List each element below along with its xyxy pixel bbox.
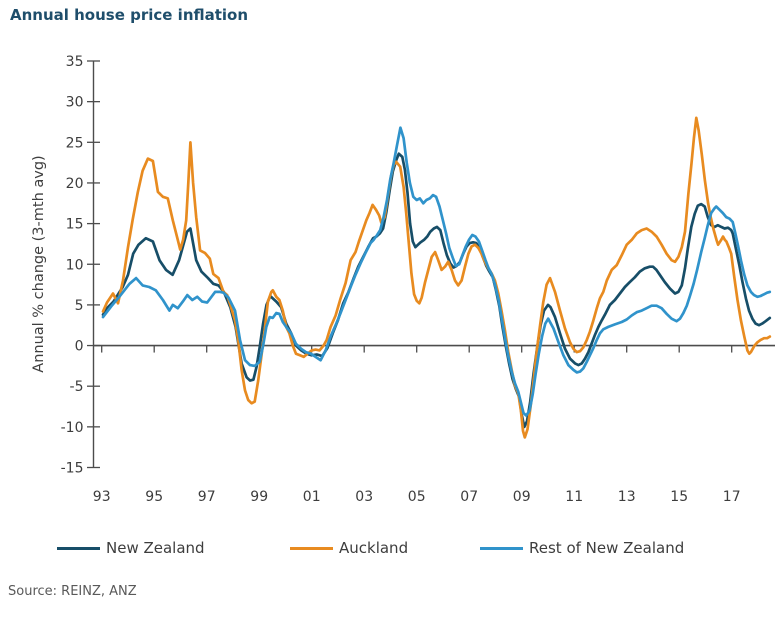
svg-text:35: 35	[66, 54, 84, 70]
svg-text:10: 10	[66, 257, 84, 273]
svg-text:07: 07	[460, 489, 478, 505]
svg-text:01: 01	[303, 489, 321, 505]
svg-text:25: 25	[66, 135, 84, 151]
svg-text:09: 09	[513, 489, 531, 505]
rest-of-new-zealand-line-swatch-icon	[480, 546, 523, 550]
svg-text:97: 97	[198, 489, 216, 505]
legend-item-rest-of-new-zealand: Rest of New Zealand	[480, 538, 684, 558]
svg-text:11: 11	[565, 489, 583, 505]
legend: New Zealand Auckland Rest of New Zealand	[0, 538, 781, 560]
legend-label-auckland: Auckland	[339, 539, 409, 557]
svg-text:13: 13	[618, 489, 636, 505]
svg-text:93: 93	[93, 489, 111, 505]
legend-label-new-zealand: New Zealand	[106, 539, 205, 557]
svg-text:0: 0	[75, 339, 84, 355]
svg-text:-15: -15	[61, 461, 84, 477]
auckland-line-swatch-icon	[290, 546, 333, 550]
new-zealand-line-swatch-icon	[57, 546, 100, 550]
svg-text:99: 99	[250, 489, 268, 505]
legend-item-auckland: Auckland	[290, 538, 408, 558]
svg-text:95: 95	[145, 489, 163, 505]
source-note: Source: REINZ, ANZ	[8, 584, 137, 599]
svg-text:-5: -5	[70, 379, 84, 395]
svg-text:30: 30	[66, 95, 84, 111]
svg-text:17: 17	[723, 489, 741, 505]
svg-text:05: 05	[408, 489, 426, 505]
svg-text:15: 15	[670, 489, 688, 505]
chart-title: Annual house price inflation	[10, 6, 249, 24]
legend-item-new-zealand: New Zealand	[57, 538, 205, 558]
svg-text:5: 5	[75, 298, 84, 314]
svg-text:20: 20	[66, 176, 84, 192]
svg-text:15: 15	[66, 217, 84, 233]
svg-text:03: 03	[355, 489, 373, 505]
legend-label-rest-of-new-zealand: Rest of New Zealand	[529, 539, 685, 557]
svg-text:-10: -10	[61, 420, 84, 436]
